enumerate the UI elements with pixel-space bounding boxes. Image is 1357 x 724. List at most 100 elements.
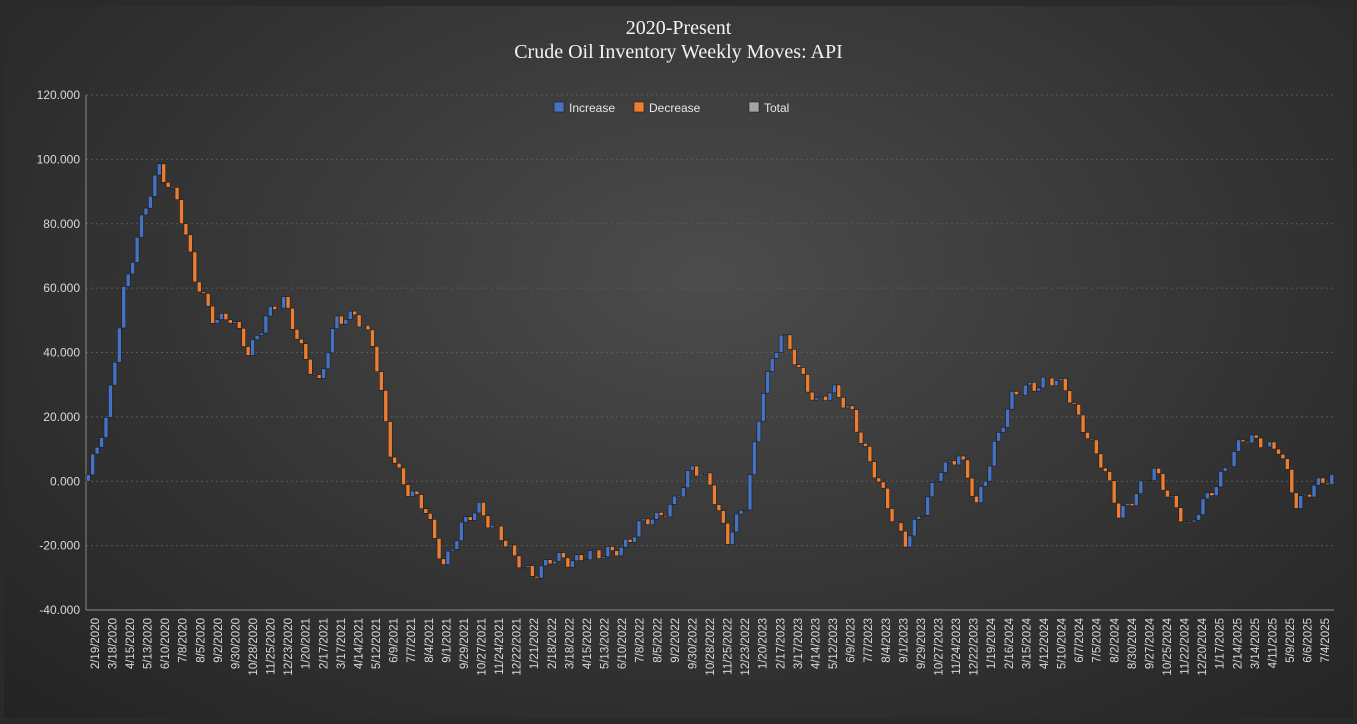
increase-bar bbox=[99, 437, 104, 448]
increase-bar bbox=[685, 470, 691, 489]
increase-bar bbox=[845, 405, 850, 409]
decrease-bar bbox=[481, 501, 486, 517]
increase-bar bbox=[330, 328, 335, 354]
increase-bar bbox=[1120, 505, 1126, 519]
increase-bar bbox=[1040, 376, 1046, 389]
increase-bar bbox=[1009, 391, 1015, 410]
decrease-bar bbox=[383, 390, 389, 422]
x-tick-label: 12/22/2023 bbox=[969, 618, 981, 676]
decrease-bar bbox=[1160, 473, 1166, 491]
decrease-bar bbox=[1076, 404, 1081, 416]
increase-bar bbox=[601, 556, 606, 559]
increase-bar bbox=[1298, 495, 1303, 509]
decrease-bar bbox=[645, 518, 651, 525]
increase-bar bbox=[632, 536, 637, 543]
decrease-bar bbox=[1174, 495, 1179, 508]
decrease-bar bbox=[1187, 521, 1192, 523]
increase-bar bbox=[570, 560, 575, 568]
x-tick-label: 1/17/2025 bbox=[1215, 618, 1227, 669]
x-tick-label: 8/4/2023 bbox=[881, 618, 893, 663]
increase-bar bbox=[343, 319, 349, 325]
increase-bar bbox=[1023, 384, 1028, 396]
decrease-bar bbox=[872, 461, 877, 479]
decrease-bar bbox=[1049, 377, 1055, 386]
decrease-bar bbox=[436, 538, 442, 560]
x-tick-label: 6/10/2020 bbox=[160, 618, 172, 669]
decrease-bar bbox=[561, 552, 566, 559]
x-tick-label: 4/15/2020 bbox=[125, 618, 137, 669]
decrease-bar bbox=[965, 459, 970, 479]
increase-bar bbox=[752, 441, 757, 475]
legend-total-swatch bbox=[748, 101, 760, 113]
decrease-bar bbox=[854, 409, 859, 433]
x-tick-label: 3/15/2024 bbox=[1021, 617, 1033, 669]
x-tick-label: 8/5/2022 bbox=[652, 618, 664, 663]
increase-bar bbox=[1134, 493, 1139, 506]
decrease-bar bbox=[179, 199, 184, 224]
decrease-bar bbox=[894, 521, 899, 524]
decrease-bar bbox=[1280, 453, 1286, 459]
decrease-bar bbox=[1258, 437, 1264, 448]
decrease-bar bbox=[534, 576, 540, 579]
x-tick-label: 9/27/2024 bbox=[1144, 617, 1156, 669]
increase-bar bbox=[232, 321, 238, 324]
increase-bar bbox=[219, 313, 224, 320]
increase-bar bbox=[1054, 380, 1059, 386]
decrease-bar bbox=[188, 234, 193, 253]
x-tick-label: 9/2/2022 bbox=[670, 618, 682, 663]
decrease-bar bbox=[1129, 503, 1135, 506]
decrease-bar bbox=[809, 391, 815, 401]
increase-bar bbox=[1196, 514, 1201, 521]
increase-bar bbox=[1214, 486, 1219, 496]
y-tick-label: -40.000 bbox=[39, 603, 80, 617]
increase-bar bbox=[1147, 480, 1152, 482]
decrease-bar bbox=[161, 163, 167, 183]
increase-bar bbox=[1218, 471, 1224, 488]
y-tick-label: 100.000 bbox=[37, 152, 81, 166]
decrease-bar bbox=[658, 512, 664, 516]
decrease-bar bbox=[303, 343, 309, 360]
decrease-bar bbox=[196, 281, 202, 293]
increase-bar bbox=[347, 310, 353, 320]
increase-bar bbox=[125, 273, 131, 287]
decrease-bar bbox=[547, 559, 553, 565]
chart-title: 2020-Present Crude Oil Inventory Weekly … bbox=[4, 16, 1353, 64]
increase-bar bbox=[1005, 408, 1010, 428]
increase-bar bbox=[729, 531, 735, 545]
decrease-bar bbox=[379, 371, 384, 391]
increase-bar bbox=[618, 546, 624, 557]
x-tick-label: 11/24/2023 bbox=[951, 618, 963, 675]
decrease-bar bbox=[1098, 453, 1104, 469]
increase-bar bbox=[925, 496, 930, 516]
increase-bar bbox=[934, 481, 939, 483]
increase-bar bbox=[139, 214, 144, 238]
y-tick-label: 80.000 bbox=[43, 217, 80, 231]
increase-bar bbox=[991, 440, 997, 467]
decrease-bar bbox=[1014, 391, 1019, 395]
x-tick-label: 5/10/2024 bbox=[1057, 617, 1069, 669]
increase-bar bbox=[654, 512, 660, 520]
increase-bar bbox=[281, 296, 286, 309]
increase-bar bbox=[1027, 382, 1033, 386]
increase-bar bbox=[1236, 439, 1241, 452]
decrease-bar bbox=[707, 472, 713, 486]
decrease-bar bbox=[1289, 469, 1295, 494]
increase-bar bbox=[734, 513, 739, 533]
decrease-bar bbox=[210, 305, 215, 324]
increase-bar bbox=[134, 236, 140, 263]
increase-bar bbox=[1222, 467, 1228, 472]
decrease-bar bbox=[494, 524, 500, 527]
decrease-bar bbox=[307, 358, 313, 375]
x-tick-label: 8/30/2024 bbox=[1127, 617, 1139, 669]
decrease-bar bbox=[867, 446, 873, 462]
decrease-bar bbox=[1071, 402, 1077, 405]
decrease-bar bbox=[1240, 439, 1246, 443]
increase-bar bbox=[636, 520, 642, 538]
decrease-bar bbox=[960, 455, 966, 461]
x-tick-label: 5/13/2020 bbox=[143, 618, 155, 669]
x-tick-label: 7/5/2024 bbox=[1092, 617, 1104, 662]
decrease-bar bbox=[312, 373, 318, 376]
increase-bar bbox=[476, 501, 482, 514]
increase-bar bbox=[703, 472, 708, 475]
x-tick-label: 9/29/2023 bbox=[916, 618, 928, 669]
